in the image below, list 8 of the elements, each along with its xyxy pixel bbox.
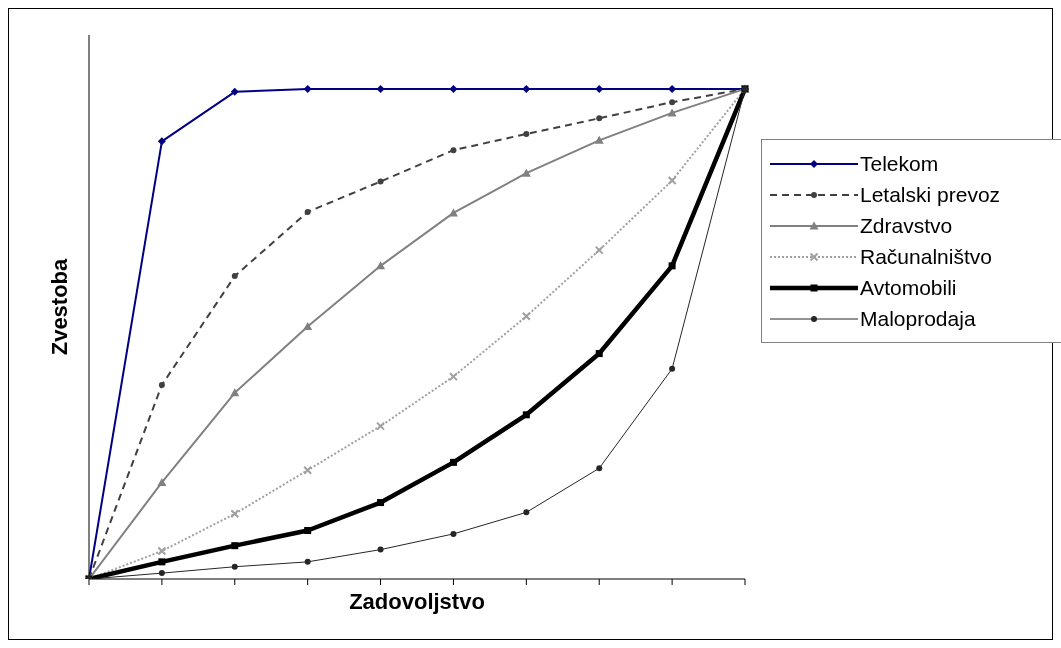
x-axis-title: Zadovoljstvo xyxy=(349,588,485,614)
y-axis-title: Zvestoba xyxy=(46,257,72,356)
legend-label: Maloprodaja xyxy=(860,306,976,331)
legend-label: Letalski prevoz xyxy=(860,182,1001,207)
legend-label: Avtomobili xyxy=(860,275,957,300)
legend-label: Zdravstvo xyxy=(860,213,953,238)
legend-label: Računalništvo xyxy=(860,244,992,269)
legend-label: Telekom xyxy=(860,151,939,176)
